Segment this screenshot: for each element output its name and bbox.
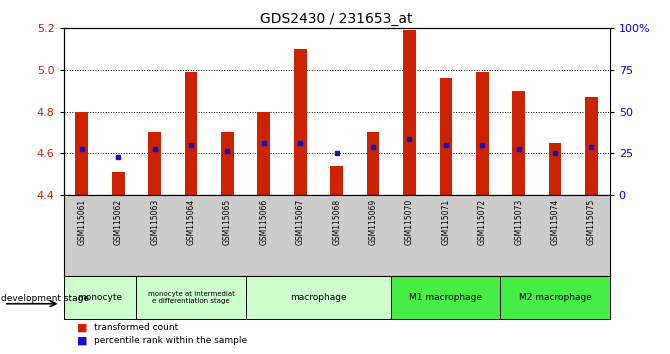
- Bar: [221, 132, 234, 195]
- Text: percentile rank within the sample: percentile rank within the sample: [94, 336, 247, 345]
- Bar: [585, 97, 598, 195]
- FancyBboxPatch shape: [64, 276, 137, 319]
- Bar: [476, 72, 488, 195]
- Title: GDS2430 / 231653_at: GDS2430 / 231653_at: [261, 12, 413, 26]
- Text: GSM115074: GSM115074: [551, 199, 559, 245]
- Text: GSM115064: GSM115064: [186, 199, 196, 245]
- Text: development stage: development stage: [1, 294, 88, 303]
- Text: macrophage: macrophage: [290, 293, 347, 302]
- Text: monocyte at intermediat
e differentiation stage: monocyte at intermediat e differentiatio…: [147, 291, 234, 304]
- Text: monocyte: monocyte: [78, 293, 123, 302]
- Text: GSM115071: GSM115071: [442, 199, 450, 245]
- Text: GSM115070: GSM115070: [405, 199, 414, 245]
- Bar: [366, 132, 379, 195]
- Bar: [294, 49, 307, 195]
- Bar: [76, 112, 88, 195]
- Bar: [330, 166, 343, 195]
- Text: GSM115072: GSM115072: [478, 199, 487, 245]
- Bar: [513, 91, 525, 195]
- Text: GSM115062: GSM115062: [114, 199, 123, 245]
- Bar: [440, 78, 452, 195]
- Text: GSM115068: GSM115068: [332, 199, 341, 245]
- Text: GSM115073: GSM115073: [514, 199, 523, 245]
- Text: GSM115061: GSM115061: [77, 199, 86, 245]
- Text: GSM115065: GSM115065: [223, 199, 232, 245]
- Text: GSM115063: GSM115063: [150, 199, 159, 245]
- Bar: [185, 72, 198, 195]
- Bar: [403, 30, 416, 195]
- Text: ■: ■: [77, 322, 88, 332]
- Bar: [148, 132, 161, 195]
- Bar: [549, 143, 561, 195]
- FancyBboxPatch shape: [246, 276, 391, 319]
- Text: GSM115067: GSM115067: [295, 199, 305, 245]
- Text: M1 macrophage: M1 macrophage: [409, 293, 482, 302]
- FancyBboxPatch shape: [500, 276, 610, 319]
- Text: GSM115075: GSM115075: [587, 199, 596, 245]
- Text: GSM115066: GSM115066: [259, 199, 269, 245]
- Text: M2 macrophage: M2 macrophage: [519, 293, 592, 302]
- Bar: [112, 172, 125, 195]
- Text: transformed count: transformed count: [94, 323, 178, 332]
- Text: ■: ■: [77, 336, 88, 346]
- Text: GSM115069: GSM115069: [369, 199, 378, 245]
- FancyBboxPatch shape: [137, 276, 246, 319]
- Bar: [257, 112, 270, 195]
- FancyBboxPatch shape: [391, 276, 500, 319]
